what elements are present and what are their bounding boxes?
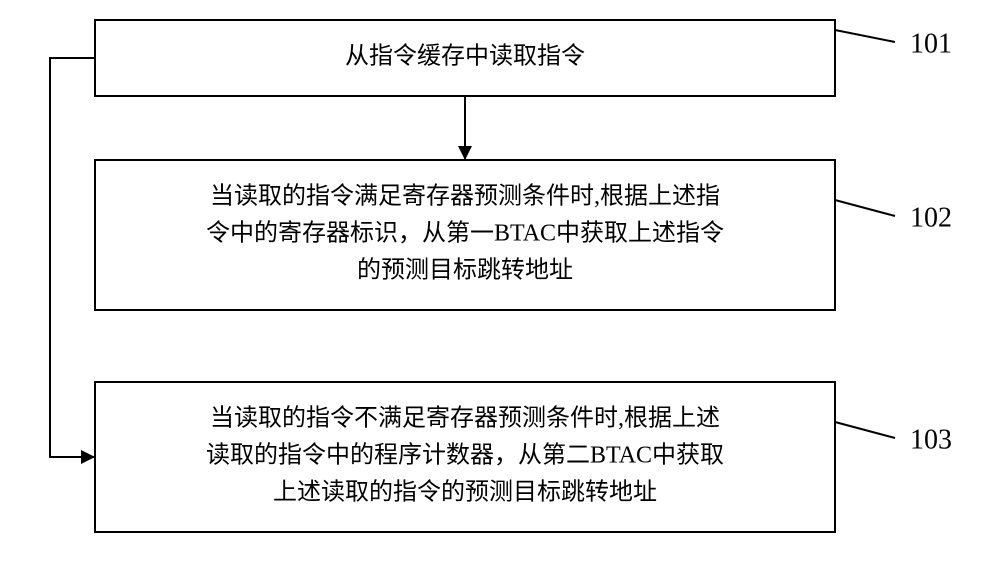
- flow-box-text: 令中的寄存器标识，从第一BTAC中获取上述指令: [206, 220, 724, 247]
- flow-box-text: 上述读取的指令的预测目标跳转地址: [273, 479, 657, 506]
- flow-box-text: 的预测目标跳转地址: [357, 257, 573, 284]
- callout-label: 102: [910, 202, 952, 233]
- flow-box-text: 读取的指令中的程序计数器，从第二BTAC中获取: [206, 442, 724, 469]
- flow-box-text: 当读取的指令不满足寄存器预测条件时,根据上述: [210, 404, 720, 431]
- callout-label: 103: [910, 424, 952, 455]
- flow-box-text: 当读取的指令满足寄存器预测条件时,根据上述指: [210, 182, 720, 209]
- callout-label: 101: [910, 28, 952, 59]
- flow-box-text: 从指令缓存中读取指令: [345, 43, 585, 70]
